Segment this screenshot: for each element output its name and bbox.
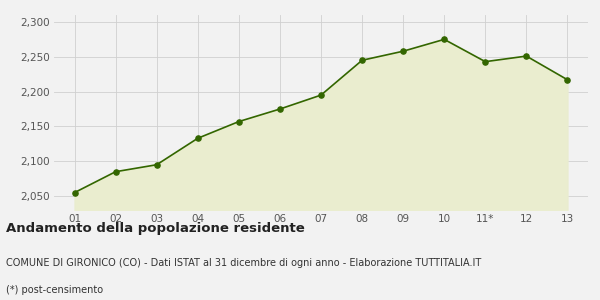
Point (111, 169, 121, 174)
Point (193, 136, 203, 141)
Point (521, 54, 531, 58)
Point (275, 106, 285, 111)
Point (439, 37, 449, 42)
Point (316, 93, 326, 98)
Point (70, 190, 79, 195)
Point (152, 162, 161, 167)
Text: COMUNE DI GIRONICO (CO) - Dati ISTAT al 31 dicembre di ogni anno - Elaborazione : COMUNE DI GIRONICO (CO) - Dati ISTAT al … (6, 258, 481, 268)
Point (563, 77, 572, 82)
Text: Andamento della popolazione residente: Andamento della popolazione residente (6, 222, 305, 235)
Point (481, 59, 490, 64)
Point (398, 49, 408, 54)
Text: (*) post-censimento: (*) post-censimento (6, 285, 103, 295)
Point (234, 119, 244, 124)
Point (357, 58, 367, 63)
